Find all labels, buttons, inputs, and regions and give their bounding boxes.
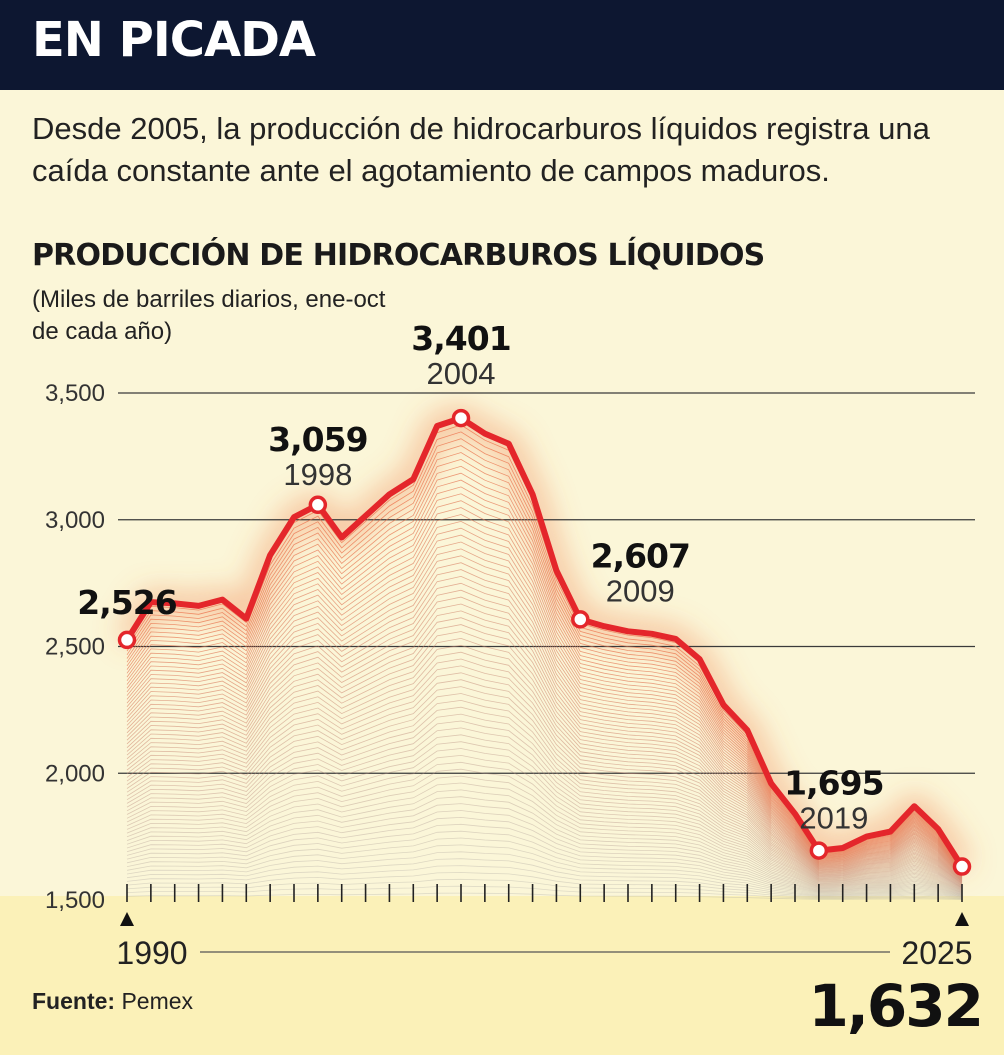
data-value-label: 2,607 <box>591 536 690 575</box>
area-hatch-line <box>126 865 963 898</box>
area-hatch-line <box>126 548 963 876</box>
area-hatch-line <box>126 534 963 875</box>
area-hatch-line <box>126 803 963 894</box>
x-end-label: 2025 <box>901 935 972 971</box>
y-tick-label: 2,000 <box>45 760 105 787</box>
area-hatch-line <box>126 878 963 899</box>
area-hatch-line <box>126 644 963 883</box>
area-hatch-line <box>126 596 963 880</box>
source-label: Fuente: <box>32 988 116 1014</box>
area-hatch-line <box>126 885 963 900</box>
area-hatch-line <box>126 555 963 877</box>
data-point-marker <box>117 630 137 650</box>
page-title: EN PICADA <box>32 12 316 68</box>
area-hatch-line <box>126 892 963 900</box>
area-hatch-line <box>126 582 963 879</box>
area-hatch-line <box>126 603 963 880</box>
source-note: Fuente: Pemex <box>32 988 193 1015</box>
data-year-label: 2009 <box>606 573 675 608</box>
area-hatch-line <box>126 782 963 893</box>
area-hatch-line <box>126 569 963 878</box>
data-point-marker <box>308 495 328 515</box>
area-hatch-line <box>126 816 963 895</box>
area-hatch-line <box>126 562 963 877</box>
area-hatch-line <box>126 693 963 887</box>
area-hatch-line <box>126 651 963 884</box>
data-year-label: 1998 <box>283 457 352 492</box>
area-hatch-line <box>126 679 963 886</box>
area-hatch-line <box>126 514 963 874</box>
area-hatch-line <box>126 754 963 891</box>
y-tick-label: 1,500 <box>45 887 105 914</box>
data-value-label: 3,401 <box>411 319 510 358</box>
data-value-label: 2,526 <box>77 583 176 622</box>
area-hatch-line <box>126 851 963 898</box>
area-hatch-line <box>126 720 963 888</box>
area-hatch-line <box>126 810 963 895</box>
y-tick-label: 3,500 <box>45 380 105 407</box>
area-hatch-line <box>126 734 963 889</box>
area-hatch-line <box>126 727 963 889</box>
data-year-label: 2004 <box>427 356 496 391</box>
area-hatch-line <box>126 699 963 887</box>
area-hatch-line <box>126 672 963 885</box>
data-value-label: 1,695 <box>784 764 883 803</box>
footer-band <box>0 896 1004 1055</box>
area-hatch-line <box>126 686 963 886</box>
x-start-arrow <box>120 912 134 926</box>
area-hatch-line <box>126 761 963 891</box>
area-hatch-line <box>126 637 963 883</box>
area-hatch-line <box>126 624 963 882</box>
area-hatch-line <box>126 768 963 892</box>
area-hatch-line <box>126 713 963 888</box>
x-end-arrow <box>955 912 969 926</box>
y-tick-label: 2,500 <box>45 634 105 661</box>
area-hatch-line <box>126 796 963 894</box>
data-value-label: 3,059 <box>268 420 367 459</box>
area-hatch-line <box>126 541 963 876</box>
area-hatch-line <box>126 706 963 887</box>
area-hatch-line <box>126 575 963 878</box>
area-hatch-line <box>126 789 963 893</box>
area-hatch-line <box>126 520 963 874</box>
y-tick-label: 3,000 <box>45 507 105 534</box>
area-hatch-line <box>126 589 963 879</box>
source-value: Pemex <box>121 988 194 1014</box>
area-hatch-line <box>126 658 963 884</box>
data-point-marker <box>952 857 972 876</box>
chart-title: PRODUCCIÓN DE HIDROCARBUROS LÍQUIDOS <box>32 238 765 273</box>
area-hatch-line <box>126 872 963 899</box>
data-point-marker <box>809 841 829 860</box>
area-hatch-line <box>126 844 963 897</box>
area-hatch-line <box>126 823 963 896</box>
area-hatch-line <box>126 830 963 896</box>
area-hatch-line <box>126 610 963 881</box>
area-hatch-line <box>126 527 963 875</box>
area-hatch-line <box>126 617 963 881</box>
y-axis-unit-label: (Miles de barriles diarios, ene-oct de c… <box>32 286 386 345</box>
header-bar: EN PICADA <box>0 0 1004 90</box>
area-hatch-line <box>126 858 963 898</box>
data-point-marker <box>571 610 590 629</box>
end-value-label: 1,632 <box>808 972 984 1040</box>
data-point-marker <box>451 408 471 428</box>
subtitle: Desde 2005, la producción de hidrocarbur… <box>32 111 930 188</box>
area-hatch-line <box>126 775 963 892</box>
area-hatch-line <box>126 507 963 874</box>
area-hatch-line <box>126 837 963 897</box>
area-hatch-line <box>126 631 963 882</box>
data-year-label: 2019 <box>799 801 868 836</box>
area-hatch-line <box>126 748 963 890</box>
area-hatch-line <box>126 741 963 890</box>
area-hatch-line <box>126 665 963 885</box>
x-start-label: 1990 <box>116 935 187 971</box>
